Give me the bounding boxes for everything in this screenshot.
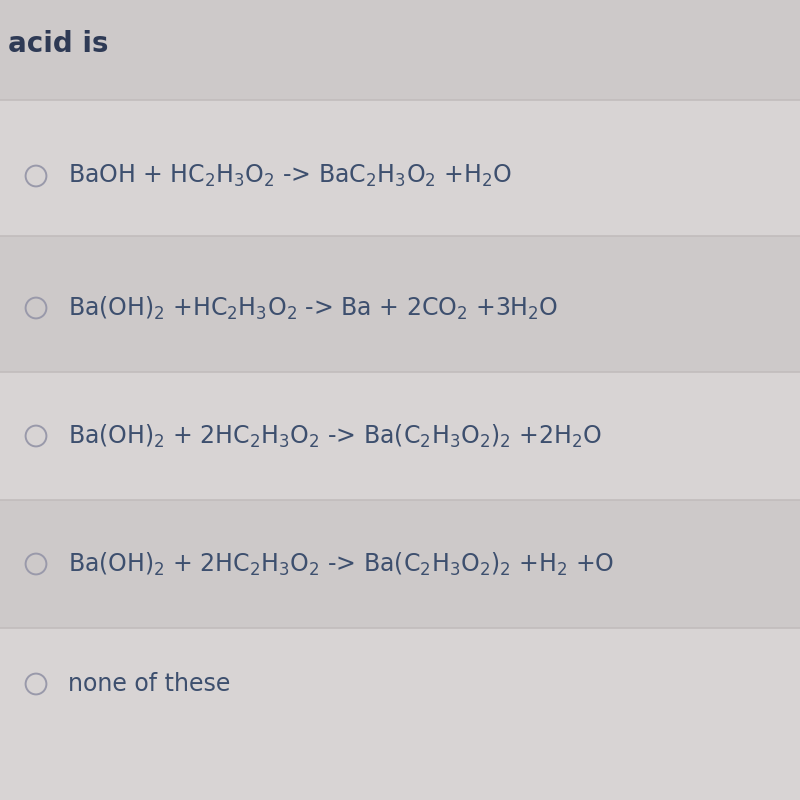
Text: Ba(OH)$_2$ + 2HC$_2$H$_3$O$_2$ -> Ba(C$_2$H$_3$O$_2$)$_2$ +2H$_2$O: Ba(OH)$_2$ + 2HC$_2$H$_3$O$_2$ -> Ba(C$_…	[68, 422, 602, 450]
Text: Ba(OH)$_2$ +HC$_2$H$_3$O$_2$ -> Ba + 2CO$_2$ +3H$_2$O: Ba(OH)$_2$ +HC$_2$H$_3$O$_2$ -> Ba + 2CO…	[68, 294, 558, 322]
Bar	[0, 236, 800, 372]
Bar	[0, 628, 800, 800]
Text: acid is: acid is	[8, 30, 109, 58]
Bar	[0, 0, 800, 100]
Bar	[0, 372, 800, 500]
Text: Ba(OH)$_2$ + 2HC$_2$H$_3$O$_2$ -> Ba(C$_2$H$_3$O$_2$)$_2$ +H$_2$ +O: Ba(OH)$_2$ + 2HC$_2$H$_3$O$_2$ -> Ba(C$_…	[68, 550, 614, 578]
Text: none of these: none of these	[68, 672, 230, 696]
Bar	[0, 100, 800, 236]
Bar	[0, 500, 800, 628]
Text: BaOH + HC$_2$H$_3$O$_2$ -> BaC$_2$H$_3$O$_2$ +H$_2$O: BaOH + HC$_2$H$_3$O$_2$ -> BaC$_2$H$_3$O…	[68, 163, 512, 189]
